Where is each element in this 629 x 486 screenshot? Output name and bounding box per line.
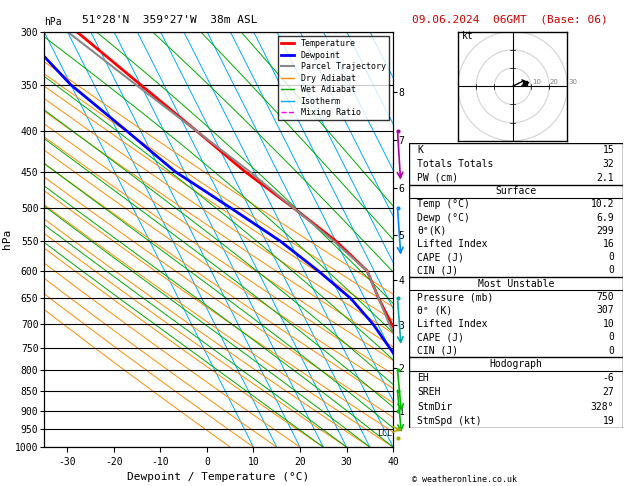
FancyBboxPatch shape <box>409 143 623 185</box>
Text: Dewp (°C): Dewp (°C) <box>418 213 470 223</box>
Text: 32: 32 <box>603 159 614 169</box>
Text: 16: 16 <box>603 239 614 249</box>
Text: 6.9: 6.9 <box>596 213 614 223</box>
Text: θᵉ(K): θᵉ(K) <box>418 226 447 236</box>
FancyBboxPatch shape <box>409 185 623 277</box>
Text: Pressure (mb): Pressure (mb) <box>418 292 494 302</box>
Text: Most Unstable: Most Unstable <box>477 278 554 289</box>
Text: 10.2: 10.2 <box>591 199 614 209</box>
Legend: Temperature, Dewpoint, Parcel Trajectory, Dry Adiabat, Wet Adiabat, Isotherm, Mi: Temperature, Dewpoint, Parcel Trajectory… <box>278 36 389 121</box>
Text: © weatheronline.co.uk: © weatheronline.co.uk <box>412 474 517 484</box>
Text: 328°: 328° <box>591 401 614 412</box>
Text: LCL: LCL <box>377 429 392 437</box>
Y-axis label: km
ASL: km ASL <box>413 240 430 261</box>
Text: CIN (J): CIN (J) <box>418 265 459 276</box>
Text: PW (cm): PW (cm) <box>418 173 459 183</box>
Text: EH: EH <box>418 373 429 383</box>
Text: 0: 0 <box>608 346 614 356</box>
Text: 30: 30 <box>568 79 577 86</box>
Text: 10: 10 <box>532 79 541 86</box>
Text: 10: 10 <box>603 319 614 329</box>
Text: K: K <box>418 145 423 155</box>
Text: StmSpd (kt): StmSpd (kt) <box>418 416 482 426</box>
Text: -6: -6 <box>603 373 614 383</box>
Text: 0: 0 <box>608 252 614 262</box>
FancyBboxPatch shape <box>409 277 623 357</box>
Text: Surface: Surface <box>495 186 537 196</box>
Text: 51°28'N  359°27'W  38m ASL: 51°28'N 359°27'W 38m ASL <box>82 15 257 25</box>
Text: θᵉ (K): θᵉ (K) <box>418 305 453 315</box>
Text: CIN (J): CIN (J) <box>418 346 459 356</box>
Text: StmDir: StmDir <box>418 401 453 412</box>
Text: kt: kt <box>462 31 474 41</box>
Text: 307: 307 <box>596 305 614 315</box>
Text: 15: 15 <box>603 145 614 155</box>
Text: 27: 27 <box>603 387 614 398</box>
Text: Temp (°C): Temp (°C) <box>418 199 470 209</box>
Text: Hodograph: Hodograph <box>489 359 542 369</box>
Text: 0: 0 <box>608 332 614 342</box>
Text: Lifted Index: Lifted Index <box>418 319 488 329</box>
Text: CAPE (J): CAPE (J) <box>418 332 464 342</box>
Text: 09.06.2024  06GMT  (Base: 06): 09.06.2024 06GMT (Base: 06) <box>412 15 608 25</box>
Text: 19: 19 <box>603 416 614 426</box>
Text: 0: 0 <box>608 265 614 276</box>
Text: CAPE (J): CAPE (J) <box>418 252 464 262</box>
Text: 2.1: 2.1 <box>596 173 614 183</box>
Text: 750: 750 <box>596 292 614 302</box>
Text: 299: 299 <box>596 226 614 236</box>
Text: Totals Totals: Totals Totals <box>418 159 494 169</box>
Text: hPa: hPa <box>44 17 62 27</box>
X-axis label: Dewpoint / Temperature (°C): Dewpoint / Temperature (°C) <box>128 472 309 483</box>
Text: 20: 20 <box>550 79 559 86</box>
FancyBboxPatch shape <box>409 357 623 428</box>
Y-axis label: hPa: hPa <box>2 229 12 249</box>
Text: Lifted Index: Lifted Index <box>418 239 488 249</box>
Text: SREH: SREH <box>418 387 441 398</box>
